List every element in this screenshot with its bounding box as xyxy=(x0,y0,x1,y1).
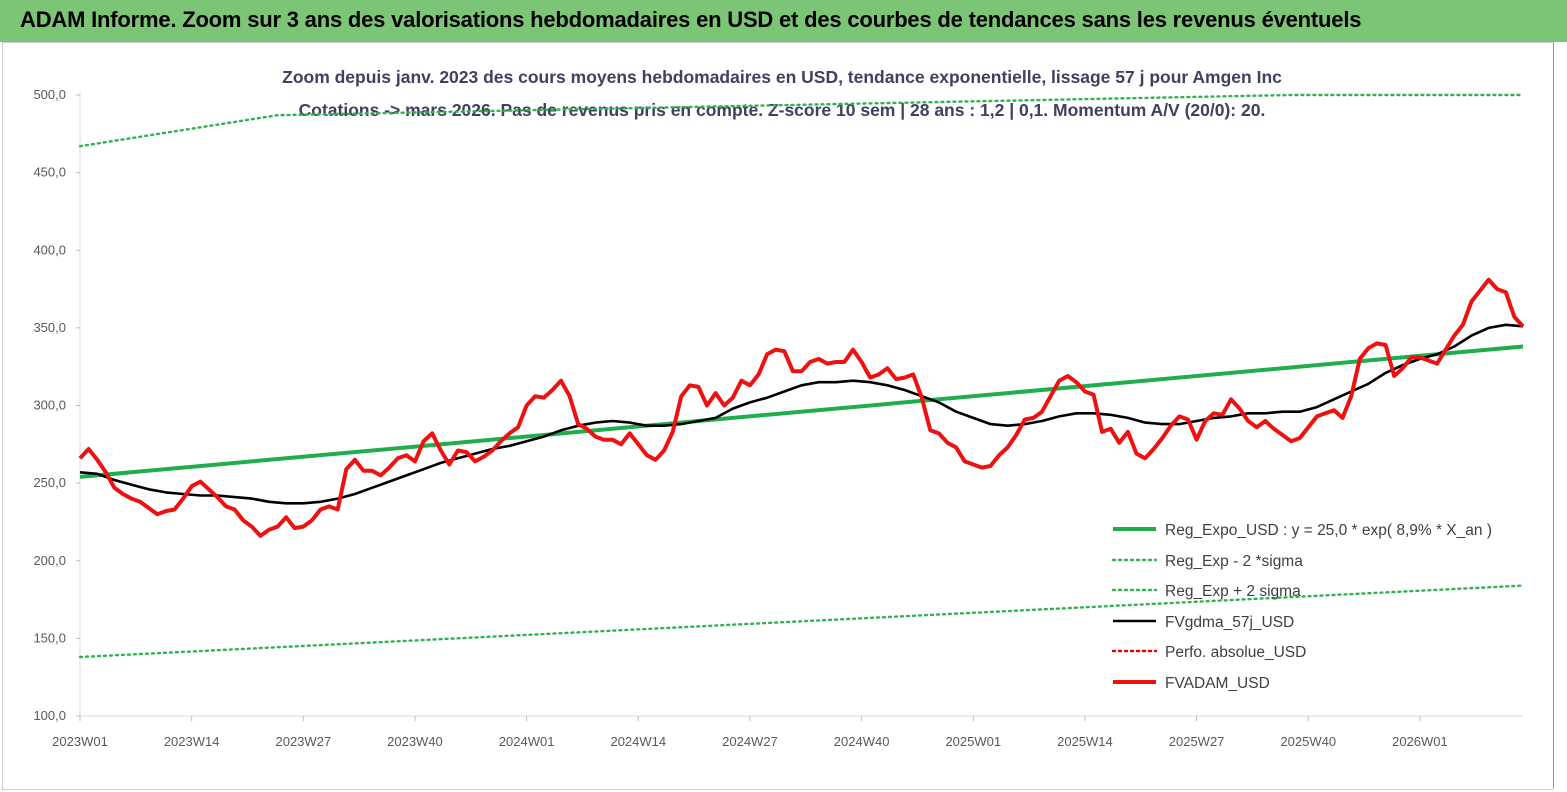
chart-axes: 100,0 150,0 200,0 250,0 300,0 350,0 400,0 450,0… xyxy=(33,87,1523,749)
y-tick-label: 150,0 xyxy=(33,630,66,645)
chart-right-edge xyxy=(1553,42,1566,788)
chart-frame xyxy=(2,42,1554,790)
banner-title: ADAM Informe. Zoom sur 3 ans des valoris… xyxy=(20,7,1362,32)
x-tick-label: 2026W01 xyxy=(1392,734,1448,749)
x-tick-label: 2025W40 xyxy=(1280,734,1336,749)
header-banner: ADAM Informe. Zoom sur 3 ans des valoris… xyxy=(0,0,1567,42)
series-line-0 xyxy=(79,344,1524,479)
y-tick-label: 350,0 xyxy=(33,320,66,335)
legend-label: Reg_Expo_USD : y = 25,0 * exp( 8,9% * X_… xyxy=(1165,522,1492,539)
series-line-1 xyxy=(78,584,1525,659)
y-tick-label: 300,0 xyxy=(33,398,66,413)
y-tick-label: 250,0 xyxy=(33,475,66,490)
y-tick-label: 200,0 xyxy=(33,553,66,568)
legend-label: Reg_Exp + 2 sigma xyxy=(1165,583,1301,600)
legend-label: Perfo. absolue_USD xyxy=(1165,644,1306,661)
x-tick-label: 2023W01 xyxy=(52,734,108,749)
series-line-2 xyxy=(78,93,1525,148)
y-tick-label: 100,0 xyxy=(33,708,66,723)
x-tick-label: 2025W14 xyxy=(1057,734,1113,749)
legend-label: FVgdma_57j_USD xyxy=(1165,614,1294,631)
y-tick-label: 400,0 xyxy=(33,242,66,257)
x-tick-label: 2025W01 xyxy=(945,734,1001,749)
x-tick-label: 2024W01 xyxy=(499,734,555,749)
x-tick-label: 2024W27 xyxy=(722,734,778,749)
x-tick-label: 2025W27 xyxy=(1169,734,1225,749)
series-line-3 xyxy=(79,323,1524,505)
chart-subtitle-line1: Zoom depuis janv. 2023 des cours moyens … xyxy=(282,67,1282,87)
legend-label: FVADAM_USD xyxy=(1165,675,1270,692)
x-tick-label: 2024W40 xyxy=(834,734,890,749)
x-tick-label: 2023W27 xyxy=(275,734,331,749)
y-tick-label: 450,0 xyxy=(33,165,66,180)
chart-series-lines xyxy=(78,93,1525,659)
legend-label: Reg_Exp - 2 *sigma xyxy=(1165,553,1303,570)
x-tick-label: 2023W40 xyxy=(387,734,443,749)
x-tick-label: 2023W14 xyxy=(164,734,220,749)
chart-legend: Reg_Expo_USD : y = 25,0 * exp( 8,9% * X_… xyxy=(1111,522,1492,692)
chart-subtitle-line2: Cotations -> mars 2026. Pas de revenus p… xyxy=(299,100,1266,120)
series-line-5 xyxy=(78,277,1525,538)
x-tick-label: 2024W14 xyxy=(610,734,666,749)
y-tick-label: 500,0 xyxy=(33,87,66,102)
